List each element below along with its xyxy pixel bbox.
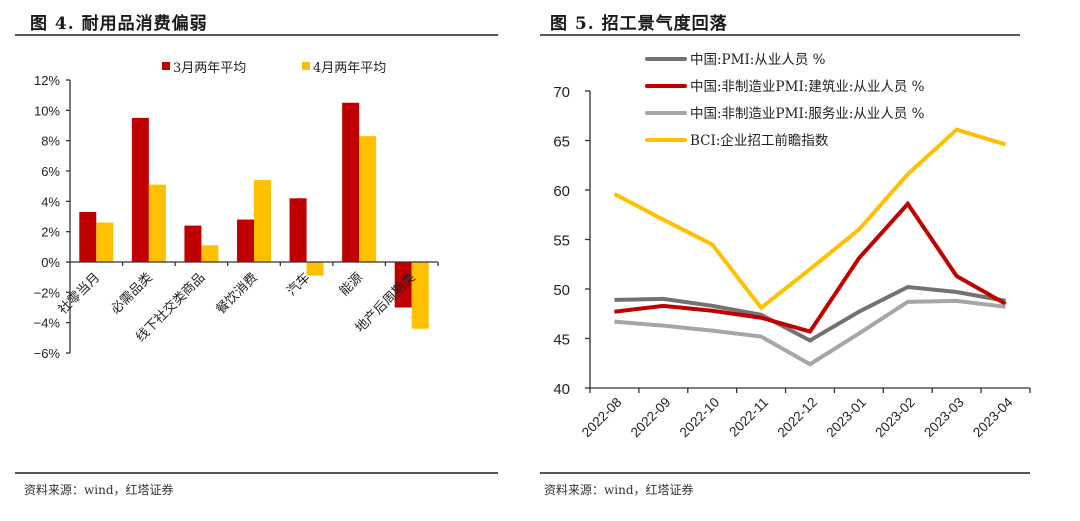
y-tick-label: 55 xyxy=(553,233,570,250)
bar xyxy=(342,102,360,262)
legend-label: 3月两年平均 xyxy=(173,61,246,76)
source-note: 资料来源：wind，红塔证券 xyxy=(24,483,174,497)
y-tick-label: 70 xyxy=(553,84,570,101)
x-tick-label: 餐饮消费 xyxy=(213,270,261,318)
series-line xyxy=(613,127,1007,311)
y-tick-label: 65 xyxy=(553,134,570,151)
series-line xyxy=(614,200,1007,334)
x-tick-label: 2022-09 xyxy=(628,395,674,441)
bar xyxy=(201,245,219,262)
bar xyxy=(96,222,114,262)
legend-swatch xyxy=(302,62,310,70)
y-tick-label: −2% xyxy=(34,285,61,300)
y-tick-label: 40 xyxy=(553,381,570,398)
x-tick-label: 2022-11 xyxy=(726,395,771,440)
bar xyxy=(148,184,166,262)
bar xyxy=(394,262,412,308)
y-tick-label: 4% xyxy=(41,194,60,209)
y-tick-label: −4% xyxy=(34,316,61,331)
legend-label: 中国:PMI:从业人员 % xyxy=(690,52,826,68)
bar xyxy=(184,225,202,262)
bar xyxy=(79,211,97,262)
y-tick-label: 6% xyxy=(41,164,60,179)
x-tick-label: 2023-04 xyxy=(970,394,1016,440)
series-line xyxy=(614,298,1006,367)
bar xyxy=(254,180,271,262)
figure-4-title: 图 4. 耐用品消费偏弱 xyxy=(30,14,208,34)
y-tick-label: 50 xyxy=(553,282,570,299)
figure-4-panel: 图 4. 耐用品消费偏弱 12% 10% 8% 6% 4% 2% 0% −2% −4% −6% 社零… xyxy=(15,14,498,497)
x-tick-label: 2023-03 xyxy=(921,395,967,441)
source-note: 资料来源：wind，红塔证券 xyxy=(544,483,694,497)
x-tick-label: 2022-10 xyxy=(677,395,723,441)
y-tick-label: 0% xyxy=(41,255,60,270)
x-tick-label: 2023-01 xyxy=(823,395,869,441)
title-divider xyxy=(15,34,498,36)
y-tick-label: 45 xyxy=(553,332,570,349)
title-divider xyxy=(540,34,1020,36)
bar xyxy=(237,219,254,262)
y-tick-label: 2% xyxy=(41,225,60,240)
y-tick-label: −6% xyxy=(34,346,61,361)
y-tick-label: 12% xyxy=(34,73,60,88)
figure-5-title: 图 5. 招工景气度回落 xyxy=(550,14,728,34)
legend-label: BCI:企业招工前瞻指数 xyxy=(690,132,829,149)
figure-5-panel: 图 5. 招工景气度回落 70 65 60 55 50 45 40 2022-08 2022-0… xyxy=(540,0,1080,521)
bar-chart: 12%10%8%6%4%2%0%−2%−4%−6%社零当月 必需品类线下社交类商品… xyxy=(34,61,439,361)
bar xyxy=(411,262,429,329)
x-tick-label: 2022-12 xyxy=(774,395,820,441)
series-line xyxy=(614,284,1006,343)
bar xyxy=(359,136,377,262)
x-tick-label: 2023-02 xyxy=(872,395,918,441)
x-tick-label: 2022-08 xyxy=(579,395,625,441)
y-tick-label: 10% xyxy=(34,103,60,118)
x-tick-label: 必需品类 xyxy=(108,270,155,317)
bar xyxy=(306,262,324,276)
bar xyxy=(289,198,307,262)
source-divider xyxy=(540,472,1030,474)
y-tick-label: 8% xyxy=(41,134,60,149)
y-tick-label: 60 xyxy=(553,183,570,200)
bar xyxy=(131,117,149,263)
legend-label: 4月两年平均 xyxy=(313,61,386,76)
legend-label: 中国:非制造业PMI:建筑业:从业人员 % xyxy=(690,79,925,95)
source-divider xyxy=(15,472,498,474)
legend-label: 中国:非制造业PMI:服务业:从业人员 % xyxy=(690,106,925,122)
x-tick-label: 社零当月 xyxy=(55,270,103,318)
x-tick-label: 能源 xyxy=(337,270,366,299)
legend-swatch xyxy=(162,62,170,70)
